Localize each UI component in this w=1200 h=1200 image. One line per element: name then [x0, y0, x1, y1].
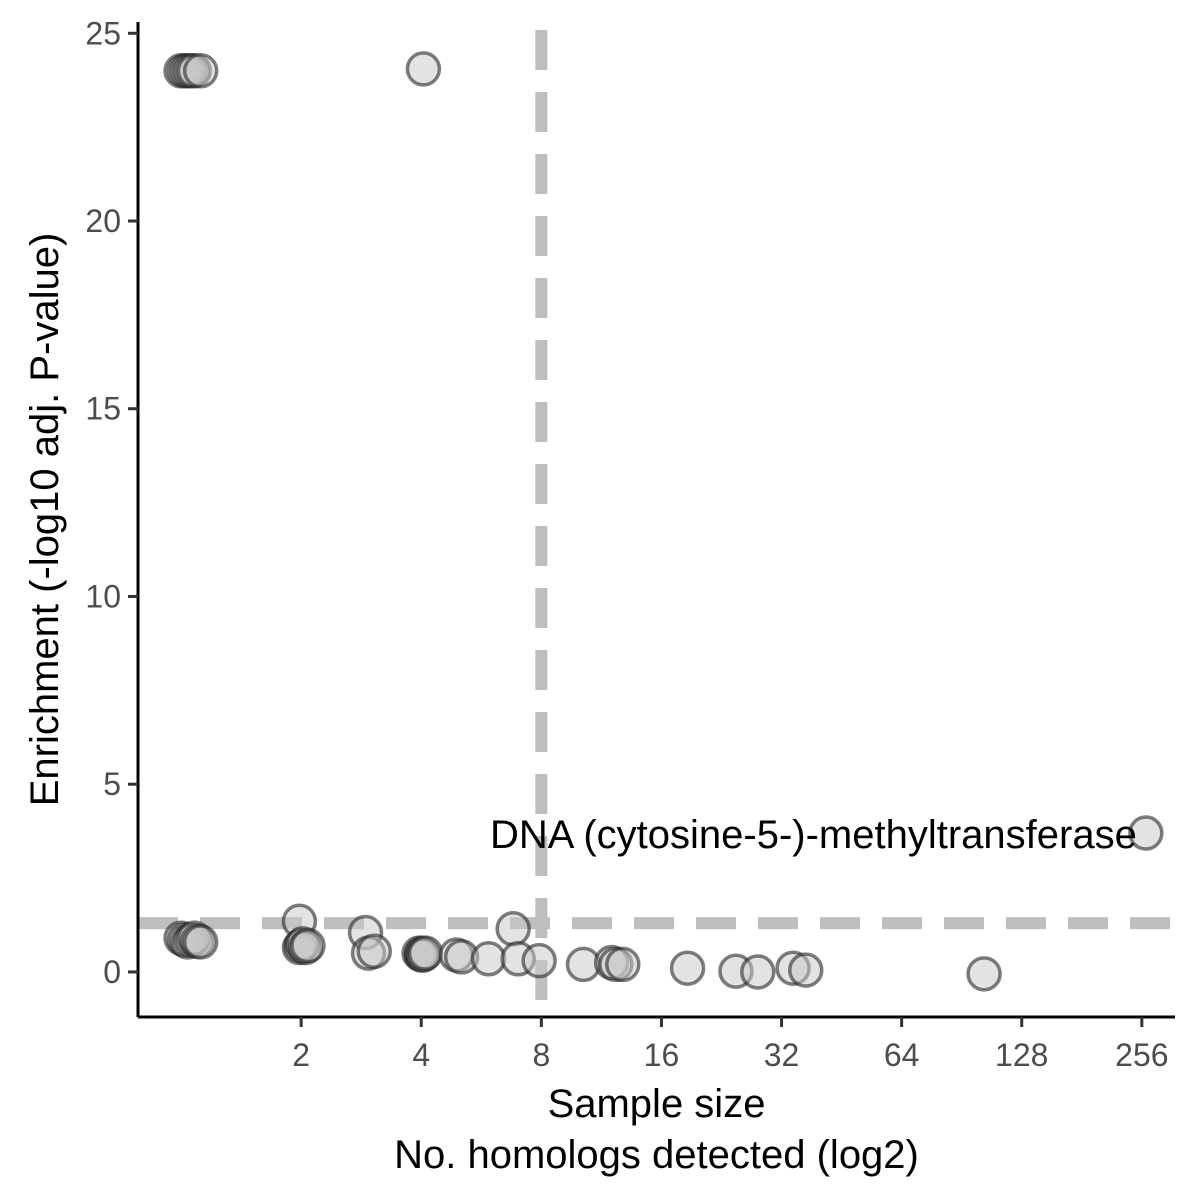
data-point	[495, 911, 531, 947]
data-point	[182, 53, 219, 89]
data-point	[521, 942, 557, 979]
y-tick-label: 10	[85, 578, 121, 614]
data-point	[740, 954, 776, 990]
y-axis-ticks: 0 5 10 15 20 25	[85, 15, 138, 990]
x-axis-subtitle: No. homologs detected (log2)	[394, 1133, 919, 1177]
x-tick-label: 8	[532, 1037, 550, 1073]
data-point	[1128, 815, 1164, 851]
y-tick-label: 25	[85, 15, 121, 51]
data-point	[407, 935, 444, 971]
data-point	[669, 950, 706, 986]
data-point	[290, 927, 326, 964]
annotations: DNA (cytosine-5-)-methyltransferase	[490, 813, 1137, 857]
x-tick-label: 128	[995, 1037, 1048, 1073]
x-tick-label: 64	[884, 1037, 920, 1073]
y-axis-title: Enrichment (-log10 adj. P-value)	[23, 233, 67, 807]
point-annotation: DNA (cytosine-5-)-methyltransferase	[490, 813, 1137, 857]
x-tick-label: 16	[644, 1037, 680, 1073]
x-tick-label: 256	[1115, 1037, 1168, 1073]
data-point	[182, 924, 219, 960]
data-point	[966, 956, 1002, 992]
y-tick-label: 20	[85, 203, 121, 239]
data-point	[356, 933, 393, 970]
y-tick-label: 0	[103, 954, 121, 990]
x-tick-label: 2	[292, 1037, 310, 1073]
data-point	[788, 952, 824, 988]
axes	[136, 22, 1175, 1019]
x-tick-label: 4	[412, 1037, 430, 1073]
x-tick-label: 32	[764, 1037, 800, 1073]
data-point	[605, 946, 641, 983]
data-points	[163, 51, 1164, 992]
data-point	[470, 941, 507, 977]
reference-lines	[138, 30, 1175, 1017]
y-tick-label: 5	[103, 766, 121, 802]
data-point	[405, 51, 442, 87]
x-axis-title: Sample size	[548, 1082, 766, 1126]
x-axis-ticks: 2 4 8 16 32 64 128 256	[292, 1017, 1169, 1073]
y-tick-label: 15	[85, 391, 121, 427]
